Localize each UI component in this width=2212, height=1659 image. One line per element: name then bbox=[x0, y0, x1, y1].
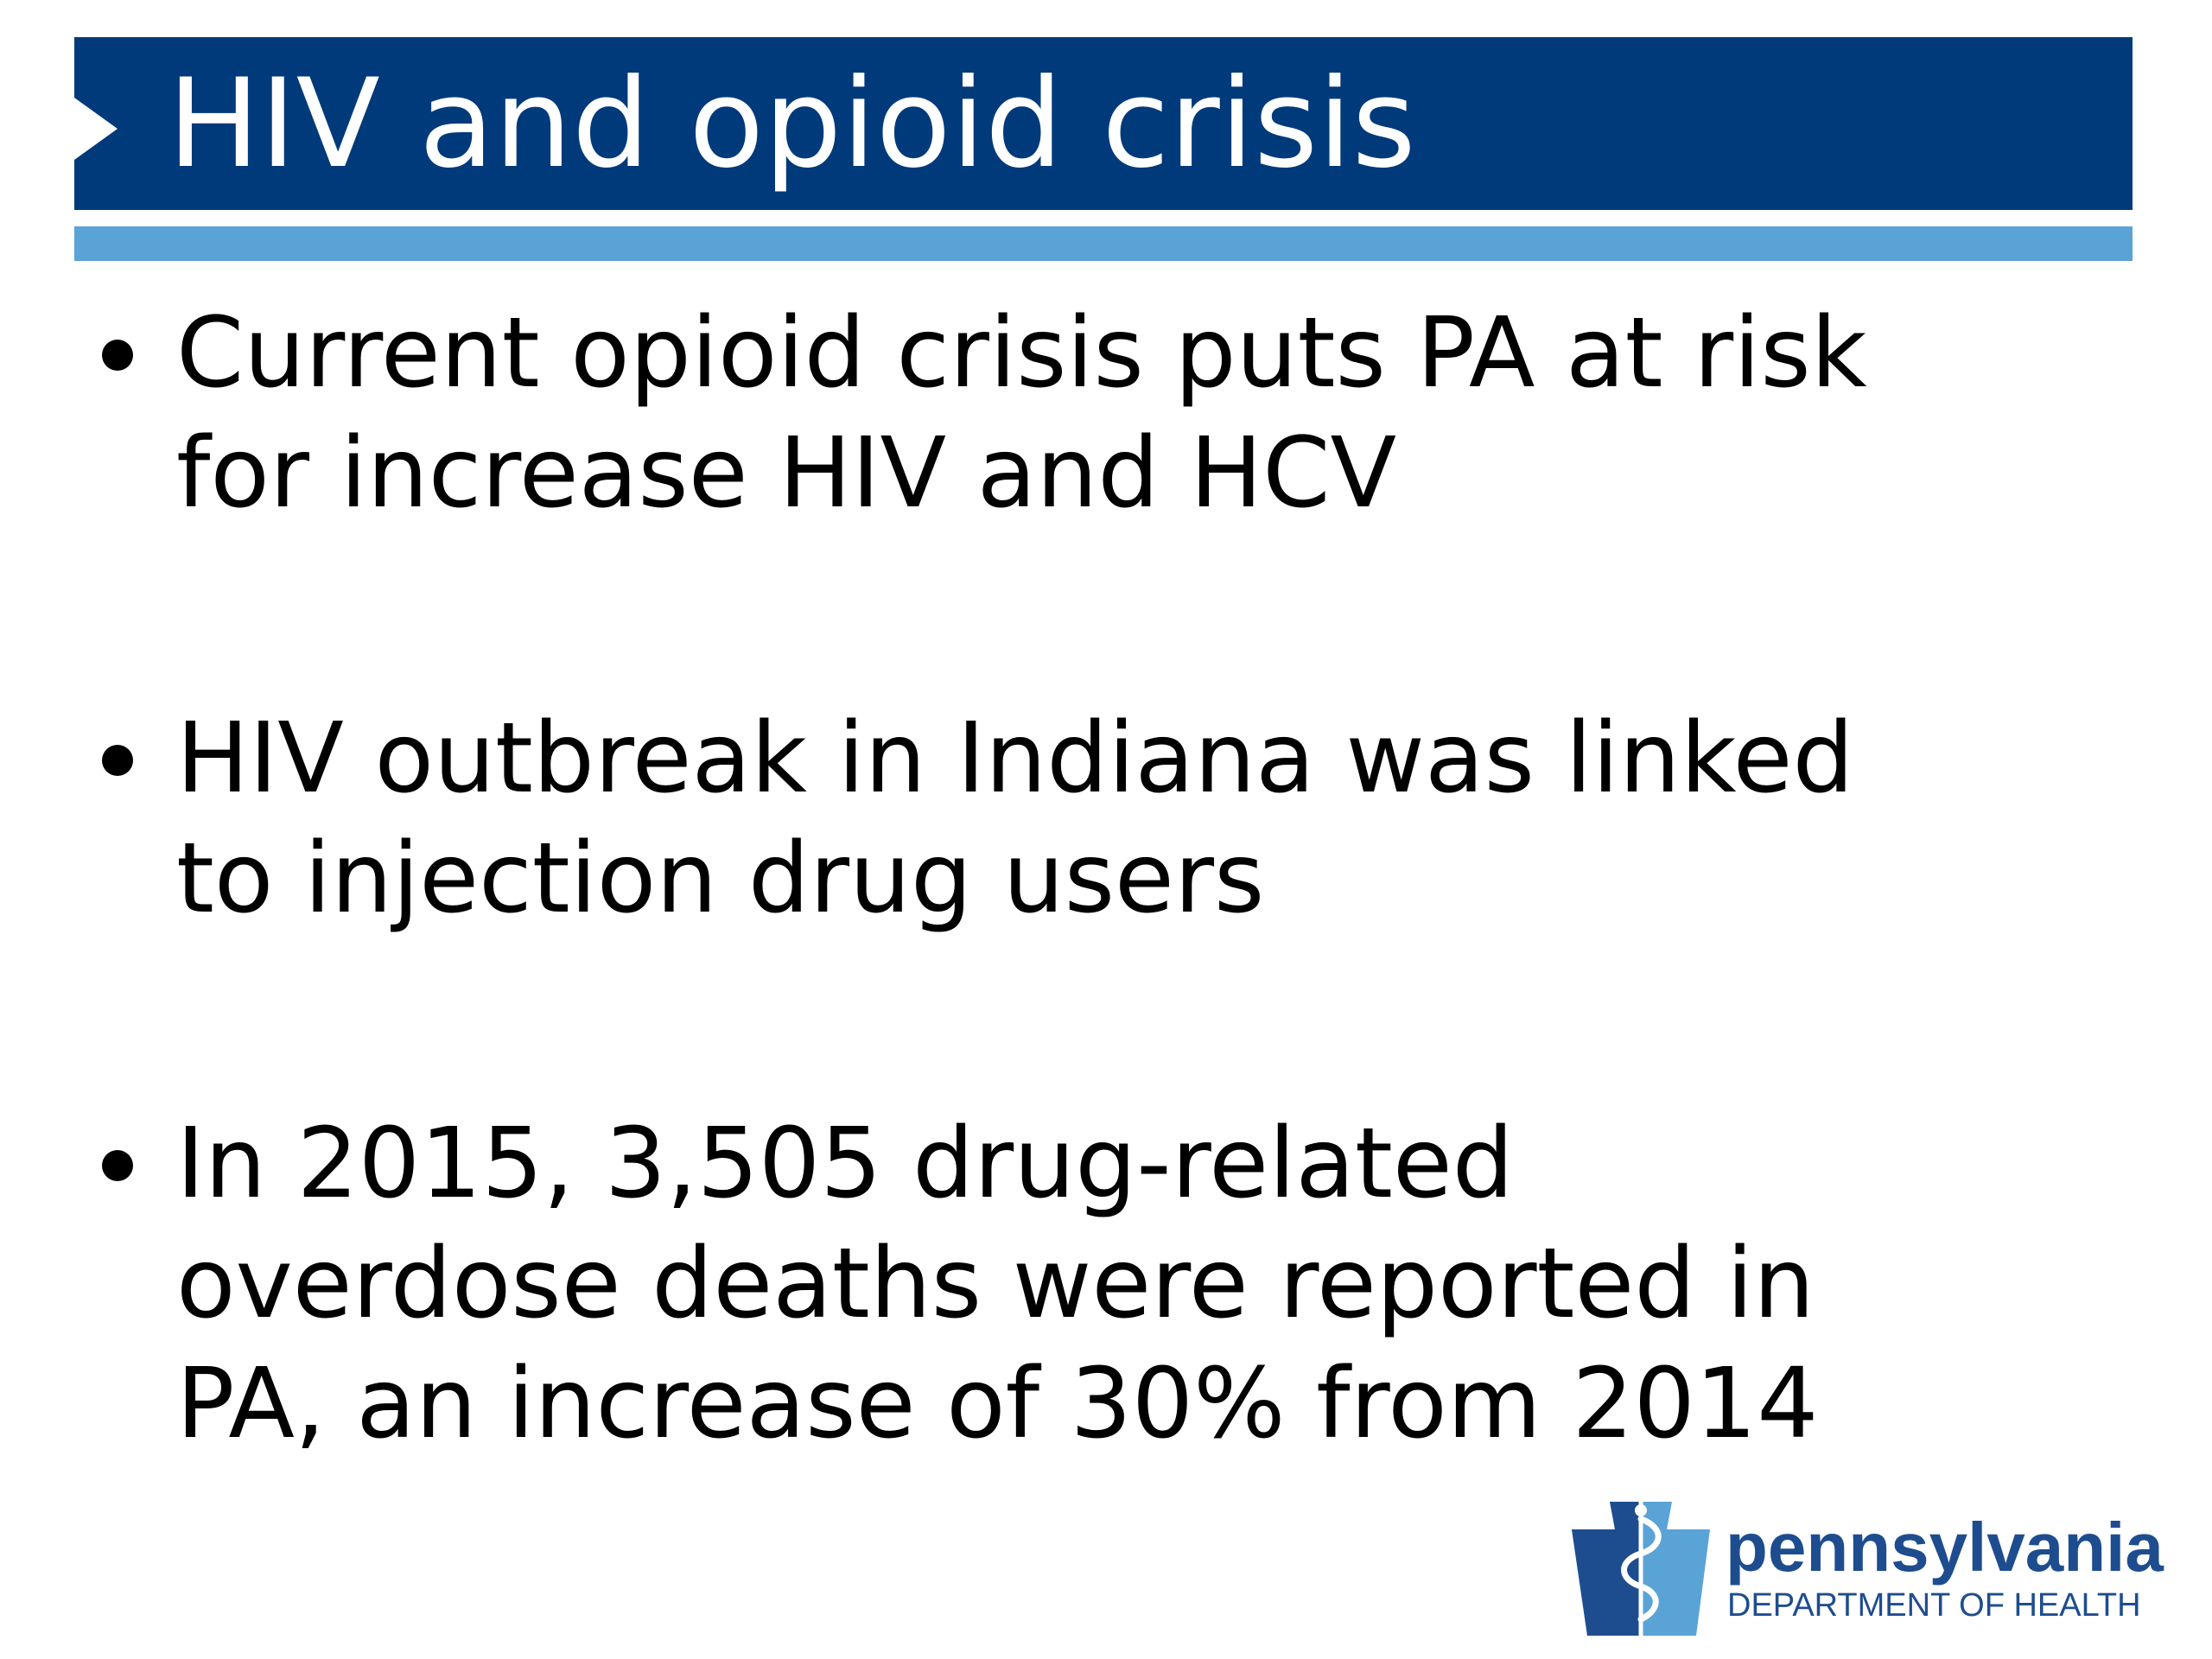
bullet-dot-icon bbox=[102, 340, 133, 371]
chevron-right-icon bbox=[74, 98, 118, 160]
logo-subtitle: DEPARTMENT OF HEALTH bbox=[1727, 1587, 2141, 1624]
title-bar: HIV and opioid crisis bbox=[74, 37, 2133, 210]
bullet-text-line: to injection drug users bbox=[176, 823, 1265, 935]
bullet-item: In 2015, 3,505 drug-related overdose dea… bbox=[86, 1104, 1987, 1465]
bullet-text-line: HIV outbreak in Indiana was linked bbox=[176, 702, 1854, 815]
bullet-dot-icon bbox=[102, 745, 133, 776]
bullet-text-line: In 2015, 3,505 drug-related bbox=[176, 1108, 1514, 1220]
pa-health-logo: pennsylvania DEPARTMENT OF HEALTH bbox=[1568, 1493, 2164, 1640]
accent-divider bbox=[74, 226, 2133, 261]
bullet-item: Current opioid crisis puts PA at risk fo… bbox=[86, 294, 1987, 534]
slide-title: HIV and opioid crisis bbox=[168, 53, 1416, 195]
bullet-item: HIV outbreak in Indiana was linked to in… bbox=[86, 699, 1987, 939]
bullet-text-line: PA, an increase of 30% from 2014 bbox=[176, 1348, 1819, 1460]
keystone-caduceus-icon bbox=[1572, 1498, 1710, 1638]
bullet-text-line: overdose deaths were reported in bbox=[176, 1228, 1815, 1340]
bullet-text-line: for increase HIV and HCV bbox=[176, 417, 1397, 530]
logo-wordmark: pennsylvania bbox=[1726, 1509, 2164, 1586]
bullet-list: Current opioid crisis puts PA at risk fo… bbox=[86, 294, 1987, 1465]
bullet-text-line: Current opioid crisis puts PA at risk bbox=[176, 297, 1867, 410]
bullet-dot-icon bbox=[102, 1150, 133, 1181]
